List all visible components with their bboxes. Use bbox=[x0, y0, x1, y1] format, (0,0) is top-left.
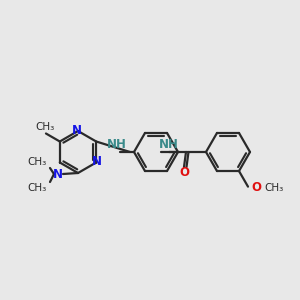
Text: CH₃: CH₃ bbox=[27, 157, 46, 167]
Text: N: N bbox=[72, 124, 82, 136]
Text: O: O bbox=[179, 167, 189, 179]
Text: CH₃: CH₃ bbox=[27, 183, 46, 193]
Text: CH₃: CH₃ bbox=[35, 122, 55, 131]
Text: NH: NH bbox=[159, 137, 179, 151]
Text: CH₃: CH₃ bbox=[264, 183, 283, 193]
Text: N: N bbox=[92, 155, 102, 168]
Text: O: O bbox=[251, 181, 261, 194]
Text: NH: NH bbox=[107, 137, 127, 151]
Text: N: N bbox=[53, 167, 63, 181]
